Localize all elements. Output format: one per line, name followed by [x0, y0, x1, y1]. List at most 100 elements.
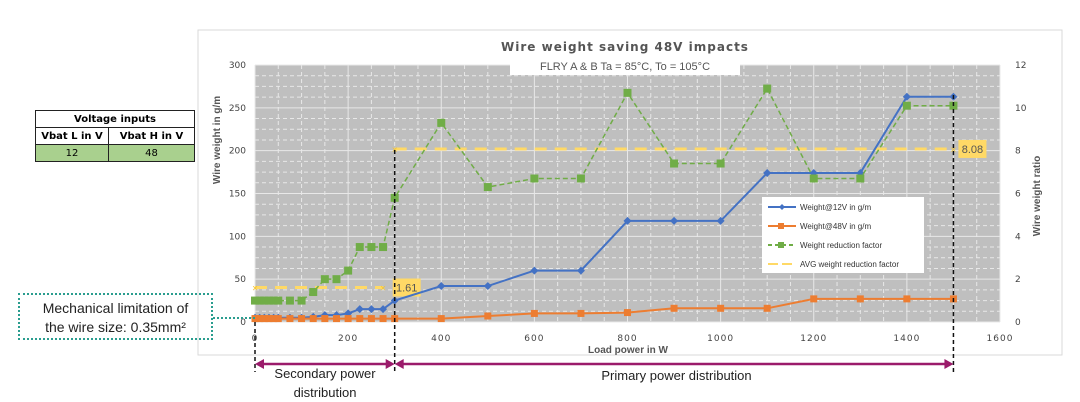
legend-label: AVG weight reduction factor — [800, 260, 899, 269]
secondary-line-2: distribution — [293, 385, 357, 400]
x-axis-label: Load power in W — [588, 345, 669, 356]
chart-subtitle: FLRY A & B Ta = 85°C, To = 105°C — [540, 61, 710, 73]
y2-axis-label: Wire weight ratio — [1032, 156, 1043, 236]
data-point — [670, 304, 678, 312]
avg-marker: × — [380, 284, 386, 295]
data-point — [379, 243, 388, 252]
avg-data-label-box — [958, 139, 987, 158]
note-line-2: the wire size: 0.35mm² — [45, 319, 186, 335]
x-tick-label: 200 — [338, 334, 358, 344]
primary-distribution-label: Primary power distribution — [601, 368, 752, 383]
arrow-head-right — [944, 359, 954, 369]
data-point — [332, 275, 341, 284]
legend — [762, 197, 924, 273]
arrow-head-right — [385, 359, 395, 369]
data-point — [902, 101, 911, 110]
data-point — [902, 92, 911, 101]
x-tick-label: 600 — [524, 334, 544, 344]
y-axis-label: Wire weight in g/m — [212, 96, 223, 184]
data-point — [856, 295, 864, 303]
data-point — [274, 296, 283, 305]
data-point — [717, 304, 725, 312]
y2-tick-label: 10 — [1015, 104, 1027, 114]
data-point — [530, 174, 539, 183]
data-point — [530, 266, 539, 275]
data-point — [903, 295, 911, 303]
data-point — [255, 296, 264, 305]
secondary-distribution-label: Secondary power distribution — [255, 364, 395, 402]
data-point — [623, 216, 632, 225]
data-point — [297, 296, 306, 305]
y2-tick-label: 6 — [1015, 190, 1021, 200]
x-tick-label: 1600 — [987, 334, 1014, 344]
data-point — [367, 315, 375, 323]
data-point — [623, 88, 632, 97]
data-point — [763, 84, 772, 93]
avg-data-label: 8.08 — [962, 144, 983, 156]
data-point — [763, 168, 772, 177]
data-point — [484, 312, 492, 320]
avg-marker: × — [951, 145, 957, 156]
avg-data-label-box — [392, 278, 421, 297]
data-point — [530, 309, 538, 317]
y-tick-label: 200 — [229, 147, 246, 157]
data-point — [483, 282, 492, 291]
data-point — [260, 315, 268, 323]
data-point — [355, 305, 364, 314]
data-point — [321, 315, 329, 323]
data-point — [670, 159, 679, 168]
data-point — [356, 315, 364, 323]
y-tick-label: 300 — [229, 61, 246, 71]
x-tick-label: 400 — [431, 334, 451, 344]
data-point — [269, 296, 278, 305]
value-vbat-h[interactable]: 48 — [108, 144, 195, 162]
subtitle-box — [510, 56, 740, 75]
data-point — [810, 295, 818, 303]
data-point — [256, 315, 264, 323]
data-point — [309, 315, 317, 323]
data-point — [270, 315, 278, 323]
data-point — [716, 159, 725, 168]
data-point — [437, 118, 446, 127]
data-point — [390, 193, 399, 202]
data-point — [285, 296, 294, 305]
legend-label: Weight@12V in g/m — [800, 203, 871, 212]
avg-data-label: 1.61 — [396, 283, 417, 295]
header-vbat-h: Vbat H in V — [108, 127, 195, 145]
data-point — [332, 315, 340, 323]
y-tick-label: 50 — [235, 275, 247, 285]
header-vbat-l: Vbat L in V — [35, 127, 109, 145]
data-point — [437, 282, 446, 291]
data-point — [286, 315, 294, 323]
data-point — [576, 174, 585, 183]
avg-marker: × — [252, 284, 258, 295]
data-point — [274, 315, 282, 323]
data-point — [367, 305, 376, 314]
data-point — [298, 315, 306, 323]
data-point — [577, 309, 585, 317]
legend-label: Weight@48V in g/m — [800, 222, 871, 231]
x-tick-label: 1200 — [800, 334, 827, 344]
data-point — [344, 266, 353, 275]
data-point — [344, 315, 352, 323]
data-point — [856, 174, 865, 183]
y2-tick-label: 0 — [1015, 318, 1021, 328]
data-point — [716, 216, 725, 225]
legend-label: Weight reduction factor — [800, 241, 882, 250]
data-point — [576, 266, 585, 275]
legend-marker — [778, 242, 784, 248]
data-point — [309, 288, 318, 297]
voltage-inputs-table: Voltage inputs Vbat L in V Vbat H in V 12… — [35, 110, 195, 162]
data-point — [260, 296, 269, 305]
data-point — [763, 304, 771, 312]
y-tick-label: 250 — [229, 104, 246, 114]
data-point — [809, 174, 818, 183]
table-title: Voltage inputs — [35, 110, 195, 128]
data-point — [379, 305, 388, 314]
data-point — [251, 296, 259, 305]
value-vbat-l[interactable]: 12 — [35, 144, 109, 162]
mechanical-limitation-note: Mechanical limitation of the wire size: … — [18, 293, 213, 340]
y2-tick-label: 2 — [1015, 275, 1021, 285]
data-point — [670, 216, 679, 225]
